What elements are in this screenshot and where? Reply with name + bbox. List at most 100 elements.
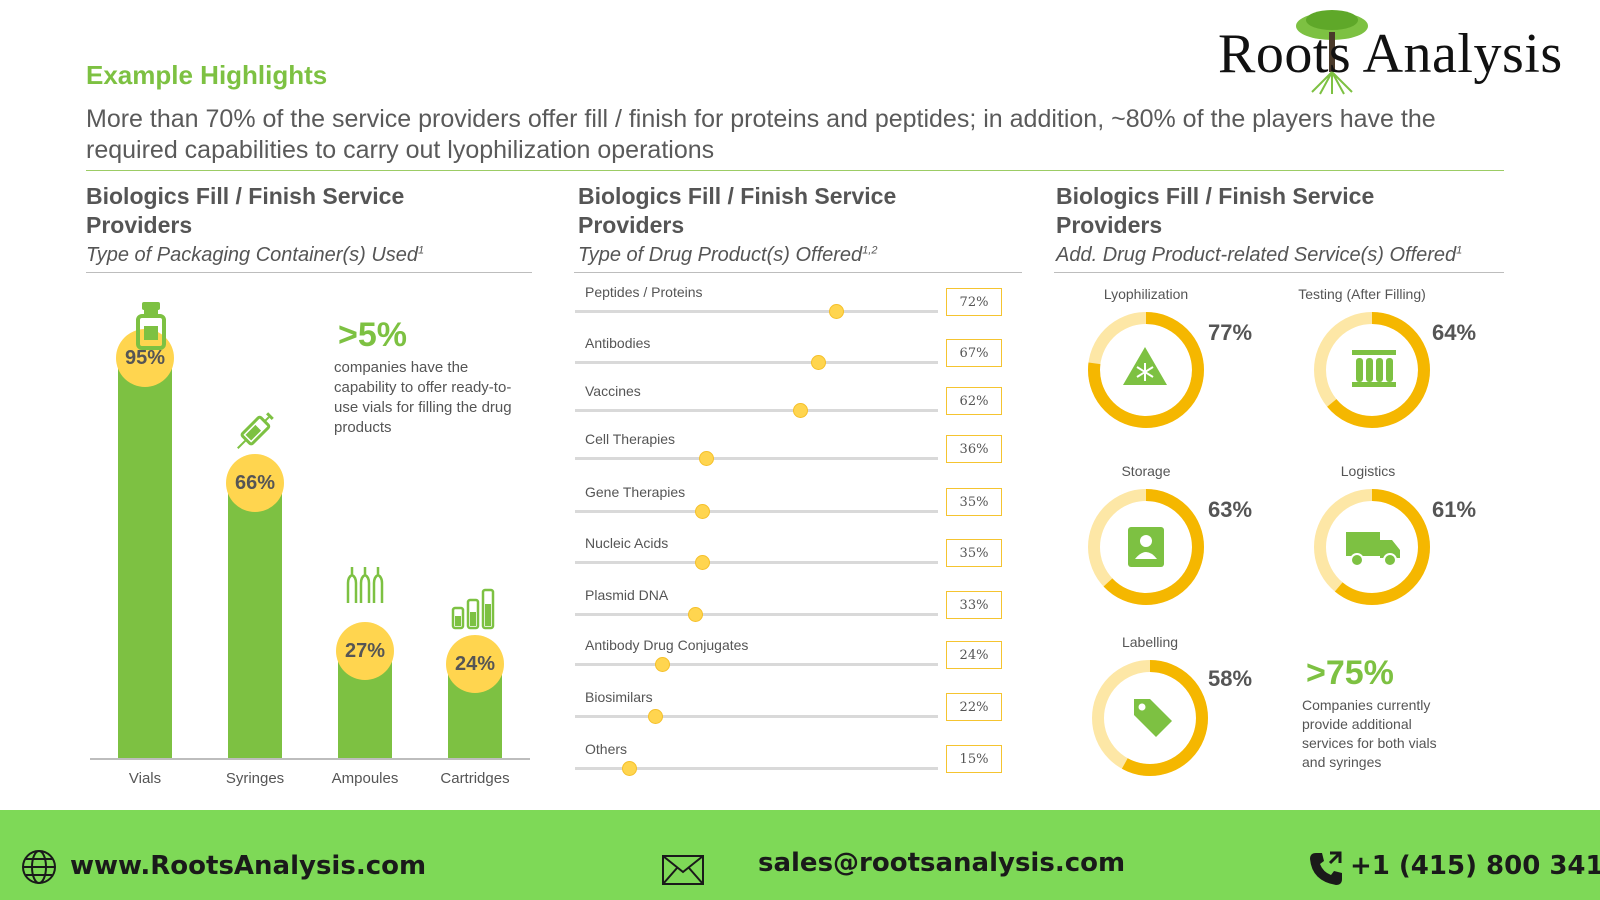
slider-label: Antibody Drug Conjugates <box>585 637 749 653</box>
donut-label: Labelling <box>1121 634 1179 650</box>
donut-value-label: 63% <box>1208 497 1253 522</box>
slider-value-box: 35% <box>946 539 1002 567</box>
slider-thumb <box>655 657 671 672</box>
slider-track <box>575 715 938 718</box>
website-link[interactable]: www.RootsAnalysis.com <box>70 851 427 881</box>
slider-value-box: 22% <box>946 693 1002 721</box>
slider-label: Nucleic Acids <box>585 535 669 551</box>
slider-track <box>575 561 938 564</box>
bar-value-label: 66% <box>226 454 284 512</box>
slider-thumb <box>698 451 714 466</box>
slider-value-box: 72% <box>946 288 1002 316</box>
slider-track <box>575 457 938 460</box>
panel-1-subtitle: Type of Packaging Container(s) Used1 <box>86 244 425 266</box>
bar-chart-baseline <box>90 758 530 760</box>
slider-label: Biosimilars <box>585 689 653 705</box>
slider-thumb <box>695 555 711 570</box>
donut-arc <box>1314 312 1430 428</box>
bar-value-label: 24% <box>446 635 504 693</box>
bar-category-label: Cartridges <box>440 770 510 787</box>
panel-3-subtitle: Add. Drug Product-related Service(s) Off… <box>1056 244 1463 266</box>
test-tubes-icon <box>1352 350 1396 387</box>
slider-label: Peptides / Proteins <box>585 284 703 300</box>
slider-value-box: 36% <box>946 435 1002 463</box>
donut-label: Logistics <box>1340 463 1396 479</box>
slider-thumb <box>647 709 663 724</box>
donut-value-label: 77% <box>1208 320 1253 345</box>
bar-value-label: 27% <box>336 622 394 680</box>
slider-label: Gene Therapies <box>585 484 686 500</box>
containers-callout-text: companies have the capability to offer r… <box>334 359 512 436</box>
donut-lyophilization <box>1088 312 1204 428</box>
slider-track <box>575 310 938 313</box>
services-callout-value: >75% <box>1306 654 1394 692</box>
slider-track <box>575 361 938 364</box>
panel-3-rule <box>1054 272 1504 273</box>
slider-track <box>575 767 938 770</box>
bar-syringes <box>228 474 282 758</box>
ampoules-icon <box>346 567 384 603</box>
donut-storage <box>1088 489 1204 605</box>
containers-callout-value: >5% <box>338 316 407 354</box>
slider-label: Cell Therapies <box>585 431 676 447</box>
slider-label: Vaccines <box>585 383 641 399</box>
donut-arc <box>1314 489 1430 605</box>
panel-1-rule <box>86 272 532 273</box>
panel-3-title: Biologics Fill / Finish Service Provider… <box>1056 183 1375 238</box>
slider-thumb <box>793 403 809 418</box>
slider-value-box: 62% <box>946 387 1002 415</box>
header-divider <box>86 170 1504 171</box>
donut-value-label: 58% <box>1208 666 1253 691</box>
bar-value-label: 95% <box>116 329 174 387</box>
email-icon <box>662 855 704 885</box>
panel-1-title: Biologics Fill / Finish Service Provider… <box>86 183 405 238</box>
tree-logo-icon <box>1296 10 1368 95</box>
slider-track <box>575 663 938 666</box>
section-title: Example Highlights <box>86 60 328 90</box>
donut-labelling <box>1092 660 1208 776</box>
donut-value-label: 61% <box>1432 497 1477 522</box>
email-link[interactable]: sales@rootsanalysis.com <box>758 848 1126 878</box>
slider-track <box>575 510 938 513</box>
donut-label: Testing (After Filling) <box>1298 286 1426 302</box>
slider-thumb <box>687 607 703 622</box>
snowflake-warning-icon <box>1123 347 1167 385</box>
panel-2-title: Biologics Fill / Finish Service Provider… <box>578 183 897 238</box>
slider-value-box: 15% <box>946 745 1002 773</box>
slider-track <box>575 613 938 616</box>
bar-category-label: Syringes <box>225 770 285 787</box>
footer-bar <box>0 810 1600 900</box>
panel-2-subtitle: Type of Drug Product(s) Offered1,2 <box>578 244 878 266</box>
donut-arc <box>1088 312 1204 428</box>
syringe-icon <box>237 412 274 449</box>
donut-logistics <box>1314 489 1430 605</box>
services-callout-text: Companies currently provide additional s… <box>1302 697 1437 770</box>
slider-thumb <box>811 355 827 370</box>
donut-arc <box>1088 489 1204 605</box>
phone-icon <box>1310 851 1342 885</box>
donut-label: Storage <box>1121 463 1171 479</box>
truck-icon <box>1346 532 1400 567</box>
headline: More than 70% of the service providers o… <box>86 105 1436 164</box>
bar-category-label: Ampoules <box>331 770 399 787</box>
slider-thumb <box>622 761 638 776</box>
storage-box-icon <box>1128 527 1164 567</box>
vial-icon <box>136 302 166 350</box>
bar-vials <box>118 349 172 758</box>
tag-icon <box>1134 699 1172 737</box>
bar-category-label: Vials <box>128 770 162 787</box>
slider-label: Others <box>585 741 628 757</box>
brand-logo-text: Roots Analysis <box>1218 23 1563 85</box>
cartridges-icon <box>451 588 495 630</box>
slider-track <box>575 409 938 412</box>
phone-number[interactable]: +1 (415) 800 3415 <box>1350 851 1600 881</box>
slider-label: Plasmid DNA <box>585 587 669 603</box>
slider-value-box: 33% <box>946 591 1002 619</box>
donut-arc <box>1092 660 1208 776</box>
donut-testing <box>1314 312 1430 428</box>
donut-label: Lyophilization <box>1103 286 1189 302</box>
slider-thumb <box>695 504 711 519</box>
donut-value-label: 64% <box>1432 320 1477 345</box>
slider-label: Antibodies <box>585 335 651 351</box>
globe-icon <box>22 850 56 884</box>
